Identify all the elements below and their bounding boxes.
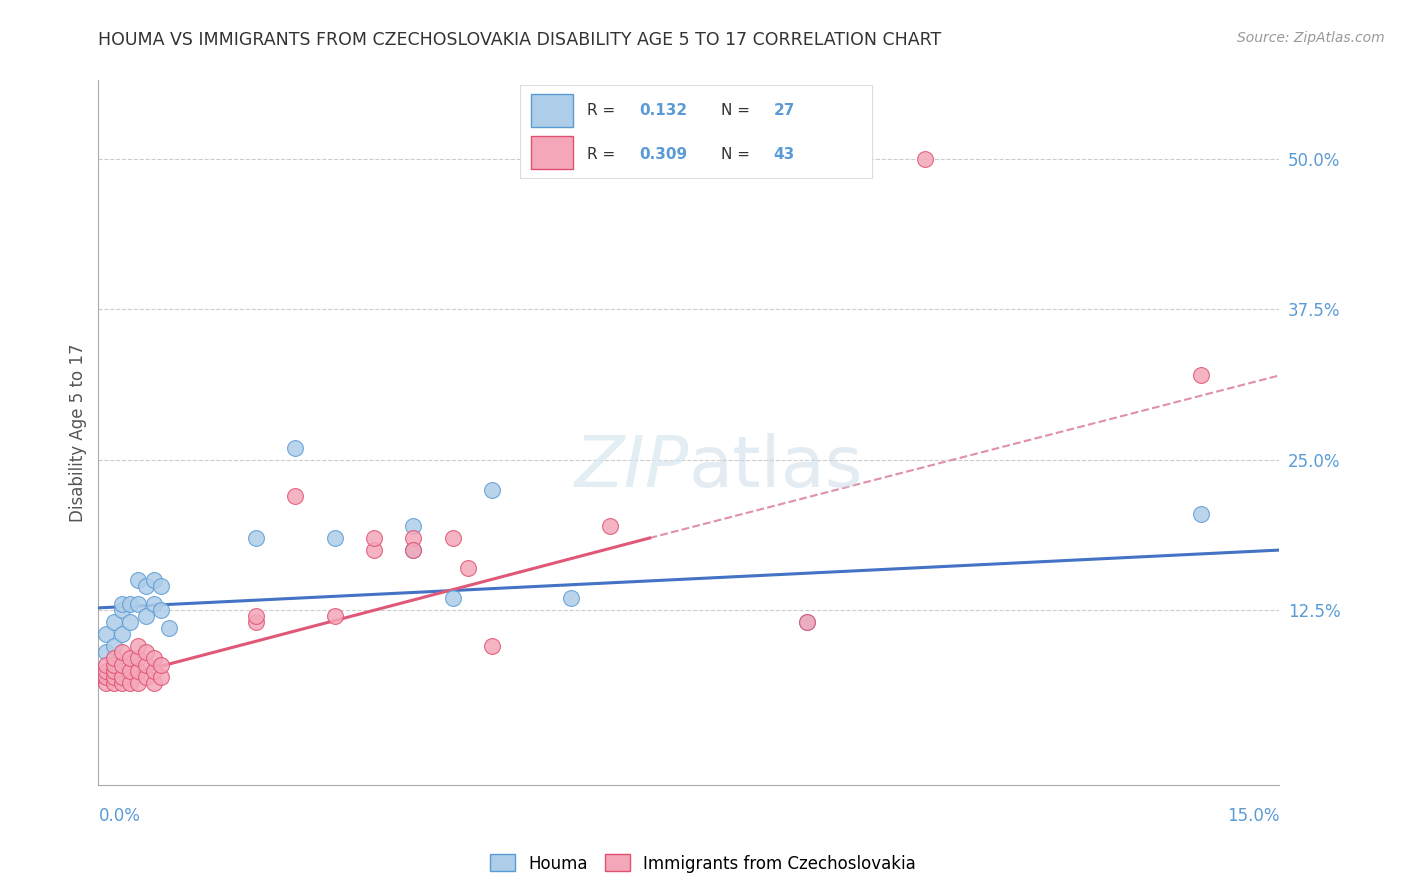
Text: R =: R = xyxy=(588,147,620,162)
Point xyxy=(796,615,818,630)
Point xyxy=(245,609,267,624)
Point xyxy=(599,519,621,533)
Text: N =: N = xyxy=(721,147,755,162)
Point xyxy=(402,543,425,558)
Point xyxy=(1189,507,1212,521)
Point xyxy=(135,579,157,593)
Text: ZIP: ZIP xyxy=(575,434,689,502)
Point xyxy=(111,597,134,611)
Point xyxy=(111,669,134,683)
Point xyxy=(457,561,479,575)
Point xyxy=(363,531,385,545)
Point xyxy=(127,640,149,654)
Point xyxy=(103,675,125,690)
Point xyxy=(323,609,346,624)
Text: 27: 27 xyxy=(773,103,794,119)
Point xyxy=(245,615,267,630)
Point xyxy=(1189,368,1212,383)
Point xyxy=(402,531,425,545)
Point xyxy=(103,640,125,654)
Point xyxy=(796,615,818,630)
Point xyxy=(127,597,149,611)
Point xyxy=(284,441,307,455)
Point xyxy=(127,664,149,678)
Text: atlas: atlas xyxy=(689,434,863,502)
Point xyxy=(402,543,425,558)
Point xyxy=(111,603,134,617)
Text: N =: N = xyxy=(721,103,755,119)
FancyBboxPatch shape xyxy=(531,95,574,127)
Point xyxy=(96,657,118,672)
Point xyxy=(111,675,134,690)
Point xyxy=(103,669,125,683)
Point xyxy=(441,591,464,606)
Y-axis label: Disability Age 5 to 17: Disability Age 5 to 17 xyxy=(69,343,87,522)
Text: HOUMA VS IMMIGRANTS FROM CZECHOSLOVAKIA DISABILITY AGE 5 TO 17 CORRELATION CHART: HOUMA VS IMMIGRANTS FROM CZECHOSLOVAKIA … xyxy=(98,31,942,49)
Point xyxy=(560,591,582,606)
Point xyxy=(150,657,173,672)
Point xyxy=(481,483,503,497)
Point xyxy=(127,651,149,665)
Point xyxy=(111,627,134,641)
Point xyxy=(111,645,134,659)
Point xyxy=(96,645,118,659)
Point xyxy=(914,152,936,166)
Point xyxy=(118,664,141,678)
Point xyxy=(96,664,118,678)
Text: 0.309: 0.309 xyxy=(640,147,688,162)
Point xyxy=(135,657,157,672)
Point xyxy=(111,657,134,672)
Point xyxy=(323,531,346,545)
Point xyxy=(150,603,173,617)
Point xyxy=(118,615,141,630)
Point xyxy=(118,597,141,611)
Point xyxy=(118,675,141,690)
Point xyxy=(157,621,180,635)
Point xyxy=(441,531,464,545)
Point xyxy=(135,669,157,683)
Text: 0.0%: 0.0% xyxy=(98,807,141,825)
Point xyxy=(363,543,385,558)
Point xyxy=(96,669,118,683)
Point xyxy=(96,627,118,641)
Point xyxy=(96,675,118,690)
Point xyxy=(150,669,173,683)
Text: Source: ZipAtlas.com: Source: ZipAtlas.com xyxy=(1237,31,1385,45)
Legend: Houma, Immigrants from Czechoslovakia: Houma, Immigrants from Czechoslovakia xyxy=(484,847,922,880)
Point xyxy=(103,657,125,672)
Point xyxy=(245,531,267,545)
Point xyxy=(103,664,125,678)
Point xyxy=(127,573,149,587)
Point xyxy=(135,609,157,624)
Point xyxy=(127,675,149,690)
Text: 43: 43 xyxy=(773,147,794,162)
Text: 15.0%: 15.0% xyxy=(1227,807,1279,825)
Point xyxy=(150,579,173,593)
Point xyxy=(284,489,307,503)
Point xyxy=(142,675,165,690)
Point xyxy=(481,640,503,654)
Point xyxy=(402,519,425,533)
Point xyxy=(142,664,165,678)
Point xyxy=(142,597,165,611)
Point xyxy=(142,573,165,587)
FancyBboxPatch shape xyxy=(531,136,574,169)
Point xyxy=(135,645,157,659)
Text: R =: R = xyxy=(588,103,620,119)
Point xyxy=(103,615,125,630)
Point xyxy=(142,651,165,665)
Point xyxy=(118,651,141,665)
Point xyxy=(103,651,125,665)
Text: 0.132: 0.132 xyxy=(640,103,688,119)
